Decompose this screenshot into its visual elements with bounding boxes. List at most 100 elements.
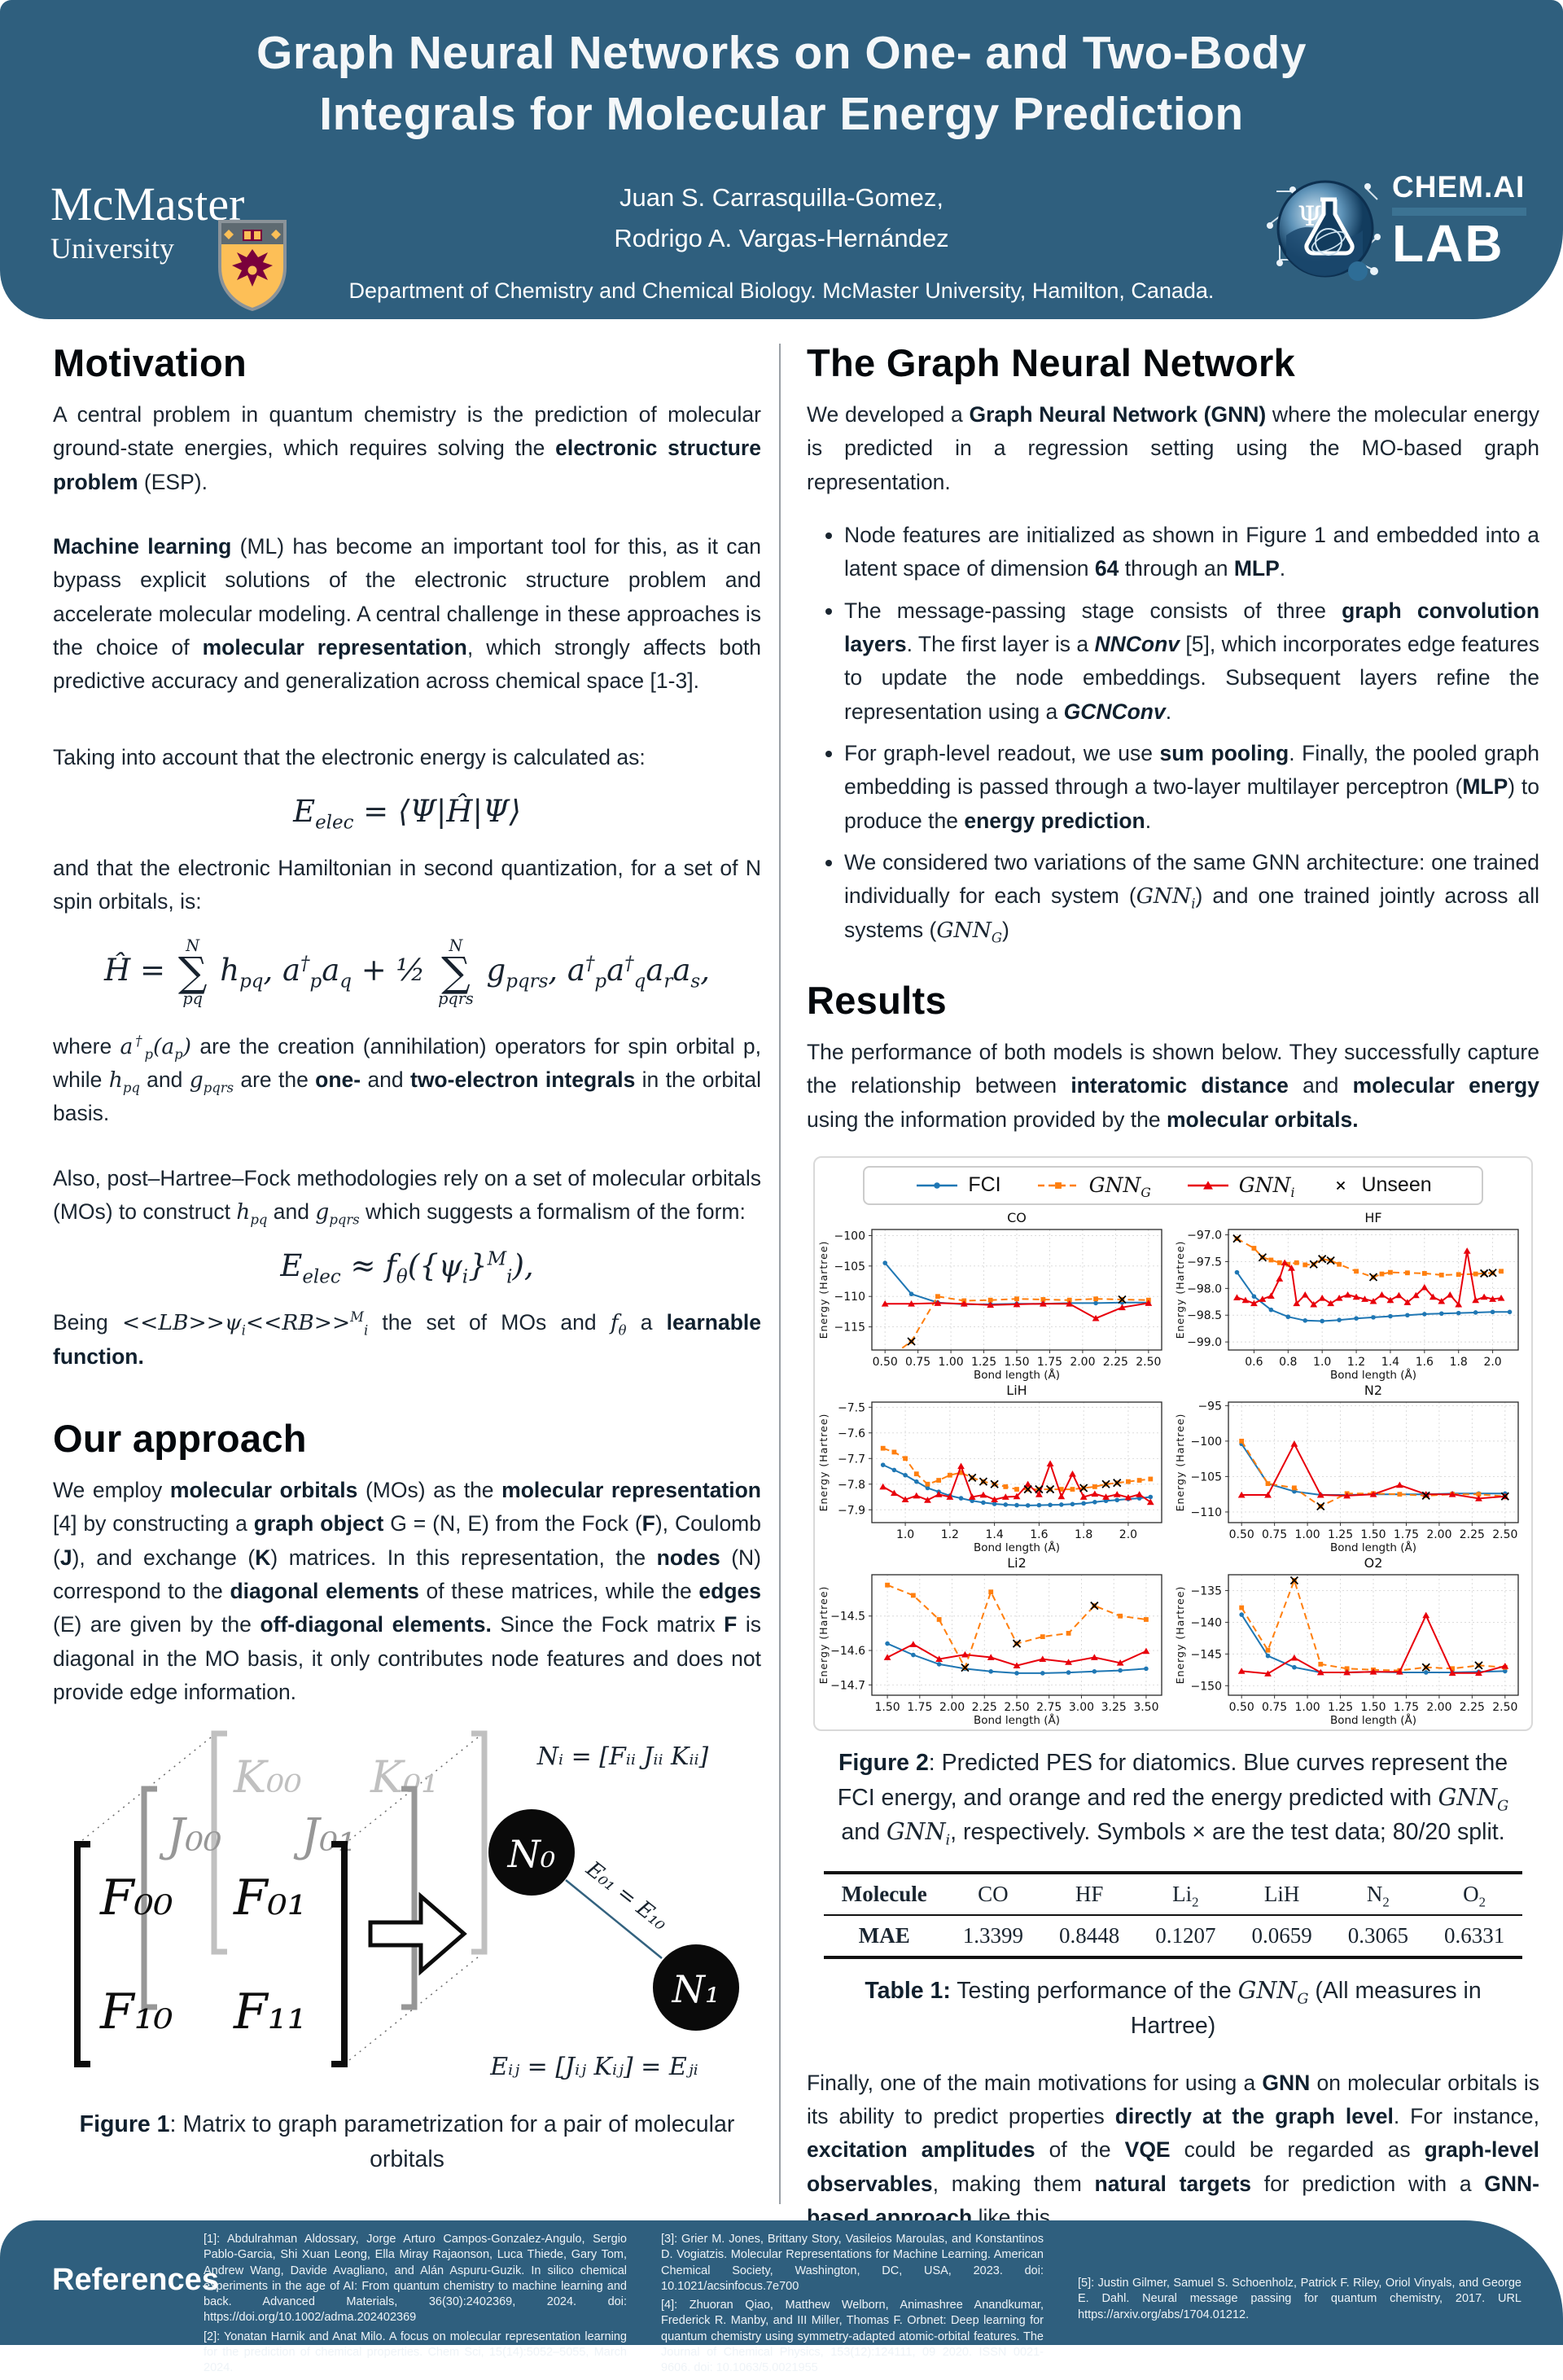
table-header-o2: O2	[1425, 1873, 1523, 1917]
figure1-caption: Figure 1: Matrix to graph parametrizatio…	[79, 2111, 735, 2172]
matrix-F: F₀₀ F₀₁ F₁₀ F₁₁	[74, 1841, 348, 2068]
svg-text:−150: −150	[1191, 1680, 1222, 1693]
references-col-2: [3]: Grier M. Jones, Brittany Story, Vas…	[661, 2232, 1044, 2380]
svg-text:−7.8: −7.8	[838, 1479, 865, 1492]
matrix-J: J₀₀ J₀₁	[141, 1786, 418, 2010]
svg-text:1.75: 1.75	[907, 1701, 932, 1714]
motivation-p7: Being <<LB>>ψi<<RB>>Mi the set of MOs an…	[53, 1309, 761, 1369]
table-header-hf: HF	[1040, 1873, 1138, 1917]
svg-text:−115: −115	[834, 1321, 865, 1335]
svg-text:1.4: 1.4	[1381, 1356, 1399, 1369]
edge-label: E₀₁ = E₁₀	[580, 1856, 672, 1935]
results-heading: Results	[807, 978, 947, 1022]
table-cell-n2: 0.3065	[1347, 1923, 1408, 1948]
svg-text:2.00: 2.00	[1426, 1701, 1451, 1714]
svg-text:Energy (Hartree): Energy (Hartree)	[817, 1585, 830, 1684]
svg-text:−135: −135	[1191, 1584, 1222, 1598]
svg-text:1.4: 1.4	[985, 1528, 1003, 1541]
svg-text:−110: −110	[1191, 1506, 1222, 1519]
svg-text:1.2: 1.2	[1347, 1356, 1365, 1369]
svg-text:2.50: 2.50	[1004, 1701, 1029, 1714]
references-heading: References	[52, 2263, 219, 2297]
matrix-K: K₀₀ K₀₁	[211, 1730, 488, 1955]
motivation-p2: Machine learning (ML) has become an impo…	[53, 533, 761, 694]
svg-text:2.50: 2.50	[1136, 1356, 1161, 1369]
title-line-1: Graph Neural Networks on One- and Two-Bo…	[256, 27, 1307, 79]
svg-text:1.8: 1.8	[1450, 1356, 1468, 1369]
mcmaster-wordmark: McMaster	[50, 178, 245, 230]
legend-marker-fci-icon	[917, 1182, 958, 1189]
author-2: Rodrigo A. Vargas-Hernández	[614, 223, 949, 252]
legend-label: FCI	[968, 1173, 1001, 1197]
table-header-row: Molecule CO HF Li2 LiH N2 O2	[823, 1873, 1523, 1917]
approach-p1: We employ molecular orbitals (MOs) as th…	[53, 1477, 761, 1704]
svg-text:0.75: 0.75	[1262, 1701, 1287, 1714]
svg-text:0.8: 0.8	[1279, 1356, 1297, 1369]
equation-electronic-energy: Eelec = ⟨Ψ|Ĥ|Ψ⟩	[293, 793, 521, 834]
legend-item-unseen: Unseen	[1329, 1173, 1432, 1197]
svg-text:2.00: 2.00	[939, 1701, 965, 1714]
svg-text:1.6: 1.6	[1030, 1528, 1048, 1541]
table-cell-mae-label: MAE	[858, 1923, 910, 1948]
svg-text:O2: O2	[1364, 1555, 1383, 1571]
figure2: FCI GNNG GNNi Unseen 0.50 0.75 1.00 1.25 1.50 1.…	[813, 1155, 1533, 1731]
chemai-bar	[1392, 208, 1526, 216]
svg-text:−14.6: −14.6	[830, 1645, 865, 1658]
table-cell-li2: 0.1207	[1155, 1923, 1216, 1948]
gnn-bullet-1: Node features are initialized as shown i…	[844, 519, 1539, 586]
plot-li2: 1.50 1.75 2.00 2.25 2.50 2.75 3.00 3.25 3.50 −14.…	[817, 1555, 1173, 1728]
svg-text:K₀₁: K₀₁	[370, 1751, 439, 1803]
motivation-p4: and that the electronic Hamiltonian in s…	[53, 855, 761, 914]
poster-title: Graph Neural Networks on One- and Two-Bo…	[0, 0, 1563, 145]
svg-text:Bond length (Å): Bond length (Å)	[974, 1368, 1060, 1382]
table-header-molecule: Molecule	[823, 1873, 945, 1917]
svg-text:2.25: 2.25	[1103, 1356, 1128, 1369]
svg-text:Bond length (Å): Bond length (Å)	[974, 1713, 1060, 1727]
motivation-heading: Motivation	[53, 341, 247, 384]
right-column: The Graph Neural Network We developed a …	[807, 340, 1539, 2254]
svg-text:−14.7: −14.7	[830, 1679, 865, 1692]
mae-table: Molecule CO HF Li2 LiH N2 O2 MAE 1.3399	[823, 1871, 1523, 1960]
svg-text:−97.5: −97.5	[1187, 1256, 1222, 1269]
svg-text:2.50: 2.50	[1492, 1701, 1517, 1714]
table1-caption: Table 1: Testing performance of the GNNG…	[865, 1977, 1482, 2039]
column-divider	[779, 344, 781, 2204]
legend-label: GNNG	[1088, 1172, 1151, 1200]
references-footer: References [1]: Abdulrahman Aldossary, J…	[0, 2220, 1563, 2374]
svg-text:−140: −140	[1191, 1616, 1222, 1629]
legend-marker-gnng-icon	[1037, 1181, 1079, 1189]
graph-node-1: N₁	[653, 1944, 739, 2032]
reference-5: [5]: Justin Gilmer, Samuel S. Schoenholz…	[1078, 2277, 1521, 2321]
svg-text:−14.5: −14.5	[830, 1611, 865, 1624]
gnn-bullet-list: Node features are initialized as shown i…	[807, 519, 1539, 947]
references-col-1: [1]: Abdulrahman Aldossary, Jorge Arturo…	[204, 2232, 627, 2380]
legend-marker-gnni-icon	[1187, 1181, 1228, 1190]
gnn-bullet-2: The message-passing stage consists of th…	[844, 594, 1539, 729]
plot-co: 0.50 0.75 1.00 1.25 1.50 1.75 2.00 2.25 2.50 −100…	[817, 1210, 1173, 1383]
left-column: Motivation A central problem in quantum …	[53, 340, 761, 2254]
department-line: Department of Chemistry and Chemical Bio…	[348, 278, 1215, 303]
svg-text:1.50: 1.50	[1360, 1528, 1386, 1541]
svg-text:−100: −100	[834, 1229, 865, 1243]
references-columns: [1]: Abdulrahman Aldossary, Jorge Arturo…	[204, 2232, 1521, 2380]
svg-text:−99.0: −99.0	[1187, 1336, 1222, 1349]
plot-hf: 0.6 0.8 1.0 1.2 1.4 1.6 1.8 2.0 −97.0 −97.5 −98.0 −…	[1173, 1210, 1530, 1383]
svg-text:−100: −100	[1191, 1435, 1222, 1449]
author-1: Juan S. Carrasquilla-Gomez,	[620, 183, 943, 212]
svg-text:N2: N2	[1364, 1383, 1382, 1398]
svg-text:Li2: Li2	[1007, 1555, 1027, 1571]
svg-text:0.75: 0.75	[1262, 1528, 1287, 1541]
figure2-legend: FCI GNNG GNNi Unseen	[863, 1165, 1483, 1205]
svg-text:−110: −110	[834, 1291, 865, 1304]
svg-text:0.50: 0.50	[1229, 1528, 1254, 1541]
svg-text:−98.0: −98.0	[1187, 1282, 1222, 1295]
svg-text:2.25: 2.25	[1460, 1528, 1485, 1541]
svg-text:3.00: 3.00	[1069, 1701, 1094, 1714]
svg-text:2.75: 2.75	[1036, 1701, 1062, 1714]
motivation-p5: where a†p(ap) are the creation (annihila…	[53, 1032, 761, 1126]
gnn-heading: The Graph Neural Network	[807, 341, 1296, 384]
gnn-bullet-3: For graph-level readout, we use sum pool…	[844, 737, 1539, 838]
svg-text:2.00: 2.00	[1070, 1356, 1095, 1369]
table-cell-lih: 0.0659	[1251, 1923, 1312, 1948]
svg-text:1.50: 1.50	[1360, 1701, 1386, 1714]
